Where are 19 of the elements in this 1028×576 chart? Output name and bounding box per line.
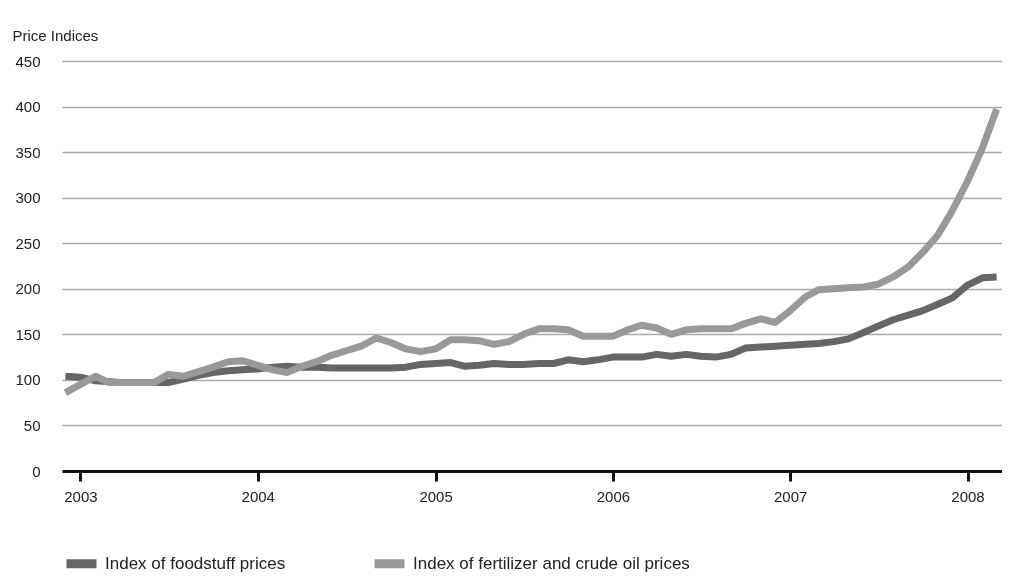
y-axis-title: Price Indices [12, 26, 99, 44]
x-tick-label: 2007 [774, 487, 808, 505]
y-tick-label: 300 [15, 189, 41, 207]
legend-label: Index of fertilizer and crude oil prices [413, 553, 690, 573]
y-tick-label: 250 [15, 234, 41, 252]
y-tick-label: 200 [15, 280, 41, 298]
x-tick-label: 2004 [241, 487, 275, 505]
y-tick-label: 0 [32, 462, 41, 480]
legend-label: Index of foodstuff prices [105, 553, 286, 573]
y-tick-label: 150 [15, 325, 41, 343]
y-tick-label: 400 [15, 98, 41, 116]
y-tick-label: 450 [15, 52, 41, 70]
x-tick-label: 2005 [419, 487, 453, 505]
x-tick-label: 2006 [596, 487, 631, 505]
y-tick-label: 100 [15, 371, 41, 389]
x-tick-label: 2008 [951, 487, 985, 505]
y-tick-label: 350 [15, 143, 41, 161]
x-tick-label: 2003 [64, 487, 98, 505]
y-tick-label: 50 [23, 416, 41, 434]
